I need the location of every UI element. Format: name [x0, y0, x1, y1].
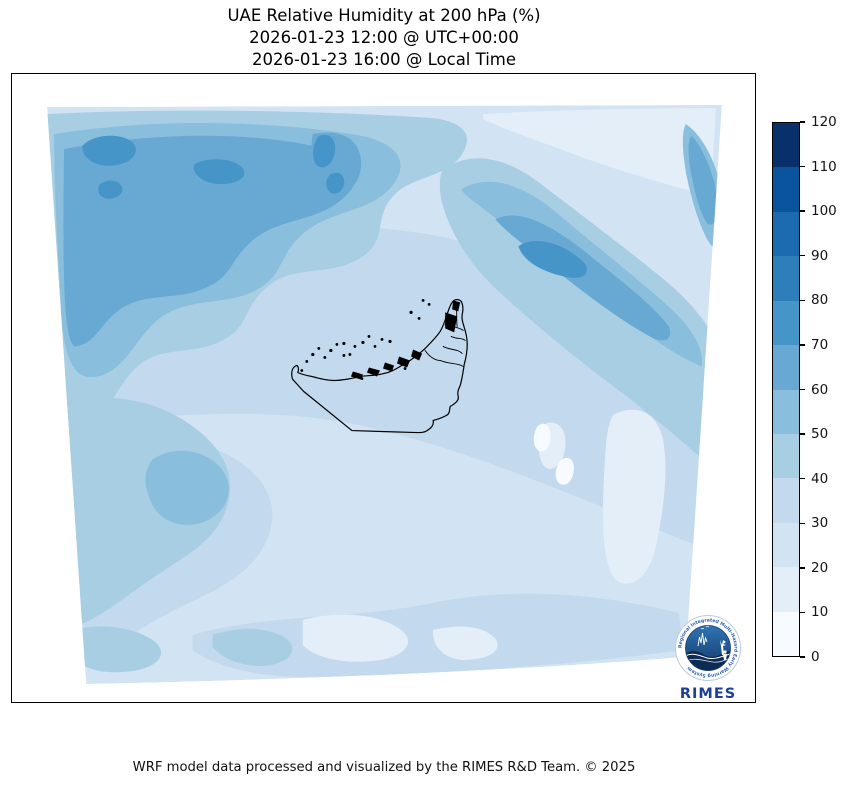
- title-line-2: 2026-01-23 12:00 @ UTC+00:00: [249, 28, 519, 47]
- colorbar-tick-label: 120: [811, 114, 837, 130]
- colorbar-tick-label: 40: [811, 470, 829, 487]
- contour-fill-layers: [47, 105, 722, 684]
- colorbar: [772, 122, 800, 657]
- figure-title: UAE Relative Humidity at 200 hPa (%) 202…: [11, 5, 757, 71]
- colorbar-segment: [773, 611, 799, 657]
- colorbar-segment: [773, 345, 799, 390]
- colorbar-tick-label: 30: [811, 515, 829, 532]
- colorbar-segment: [773, 433, 799, 479]
- colorbar-tick: [800, 210, 805, 212]
- colorbar-segment: [773, 522, 799, 568]
- colorbar-wrap: 0 10 20 30 40 50 60 70 80 90 100 110 120: [772, 114, 844, 665]
- colorbar-tick-label: 60: [811, 381, 829, 398]
- colorbar-tick-label: 70: [811, 336, 829, 353]
- colorbar-segment: [773, 211, 799, 257]
- colorbar-segment: [773, 478, 799, 523]
- colorbar-tick: [800, 344, 805, 346]
- colorbar-tick: [800, 522, 805, 524]
- colorbar-segment: [773, 567, 799, 612]
- colorbar-tick-label: 90: [811, 247, 829, 264]
- colorbar-tick-label: 110: [811, 158, 837, 175]
- logo-seismograph-icon: [697, 632, 708, 647]
- colorbar-tick: [800, 477, 805, 480]
- colorbar-tick: [800, 388, 805, 391]
- contour-region-0-10: [533, 423, 574, 485]
- colorbar-tick-label: 50: [811, 426, 829, 443]
- colorbar-tick: [800, 255, 805, 257]
- colorbar-tick: [800, 656, 805, 658]
- title-line-3: 2026-01-23 16:00 @ Local Time: [251, 50, 517, 69]
- logo-birds-icon: [700, 625, 710, 630]
- colorbar-tick: [800, 433, 805, 435]
- logo-emblem-art: [685, 625, 731, 671]
- colorbar-tick-label: 0: [811, 649, 820, 665]
- colorbar-tick: [800, 611, 805, 614]
- colorbar-tick-label: 10: [811, 604, 829, 621]
- title-line-1: UAE Relative Humidity at 200 hPa (%): [227, 6, 541, 25]
- logo-wordmark: RIMES: [680, 686, 736, 702]
- footer-credit: WRF model data processed and visualized …: [132, 760, 636, 775]
- colorbar-segment: [773, 389, 799, 434]
- uae-border-outline: [291, 298, 468, 434]
- colorbar-segment: [773, 256, 799, 301]
- logo-palm-icon: [720, 640, 726, 655]
- colorbar-segment: [773, 300, 799, 346]
- rimes-logo: Regional Integrated Multi-Hazard Early W…: [675, 615, 741, 702]
- plot-frame: [11, 73, 756, 703]
- island-dots: [300, 298, 461, 380]
- contour-map-canvas: [47, 105, 722, 684]
- colorbar-tick: [800, 121, 805, 123]
- colorbar-tick: [800, 299, 805, 302]
- colorbar-tick: [800, 567, 805, 569]
- colorbar-tick: [800, 165, 805, 168]
- colorbar-segment: [773, 167, 799, 212]
- colorbar-tick-label: 100: [811, 203, 837, 220]
- colorbar-tick-label: 80: [811, 292, 829, 309]
- colorbar-segment: [773, 123, 799, 168]
- colorbar-tick-label: 20: [811, 559, 829, 576]
- contour-region-10-20: [302, 108, 716, 662]
- contour-region-70-80: [82, 134, 588, 278]
